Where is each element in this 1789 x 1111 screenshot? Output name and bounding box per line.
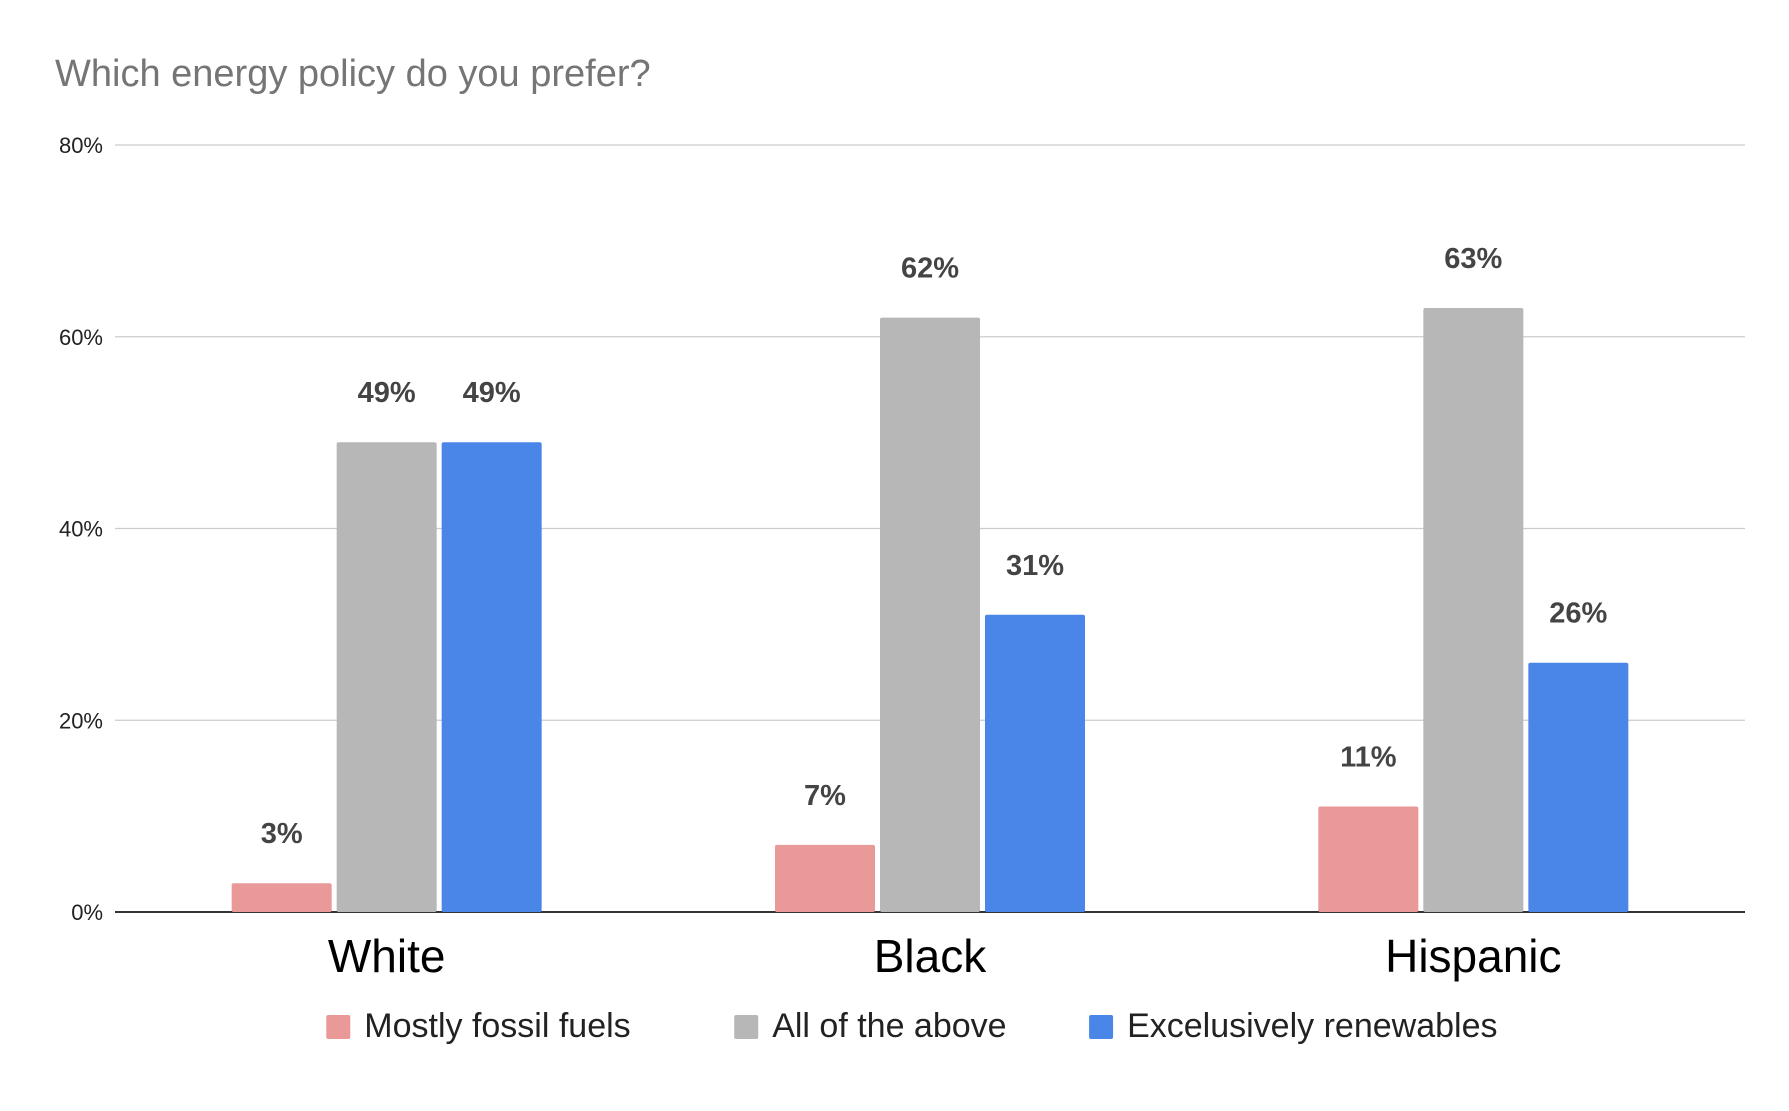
bar — [985, 614, 1085, 912]
bar — [1318, 806, 1419, 912]
x-tick-label: White — [328, 930, 446, 982]
bar — [880, 317, 980, 912]
x-tick-label: Black — [874, 930, 987, 982]
data-label: 49% — [463, 377, 521, 409]
y-tick-label: 60% — [59, 325, 103, 350]
data-label: 3% — [261, 818, 303, 850]
legend-item: Mostly fossil fuels — [326, 1007, 631, 1045]
bar — [1528, 662, 1629, 912]
legend-item: Excelusively renewables — [1089, 1007, 1497, 1045]
legend-label: All of the above — [772, 1007, 1006, 1045]
data-label: 11% — [1340, 742, 1397, 774]
x-tick-label: Hispanic — [1385, 930, 1561, 982]
y-tick-label: 20% — [59, 708, 103, 733]
legend-label: Excelusively renewables — [1127, 1007, 1497, 1045]
legend-swatch — [1089, 1015, 1114, 1039]
data-label: 26% — [1549, 598, 1607, 630]
legend: Mostly fossil fuels All of the above Excel… — [326, 1007, 1497, 1045]
bars — [231, 307, 1629, 912]
data-label: 62% — [901, 253, 959, 285]
x-axis-tick-labels: White Black Hispanic — [328, 930, 1562, 982]
data-label: 49% — [358, 377, 416, 409]
y-axis-tick-labels: 0% 20% 40% 60% 80% — [59, 133, 103, 925]
bar — [775, 844, 875, 912]
data-label: 7% — [804, 780, 846, 812]
data-label: 31% — [1006, 550, 1064, 582]
y-tick-label: 0% — [71, 900, 103, 925]
bar — [231, 883, 332, 912]
legend-swatch — [734, 1015, 759, 1039]
bar — [441, 442, 542, 912]
legend-label: Mostly fossil fuels — [364, 1007, 630, 1045]
chart-title: Which energy policy do you prefer? — [55, 53, 651, 95]
y-tick-label: 40% — [59, 517, 103, 542]
legend-swatch — [326, 1015, 351, 1039]
data-labels: 3% 49% 49% 7% 62% 31% 11% 63% 26% — [261, 243, 1608, 850]
y-tick-label: 80% — [59, 133, 103, 158]
data-label: 63% — [1444, 243, 1502, 275]
legend-item: All of the above — [734, 1007, 1007, 1045]
bar — [336, 442, 437, 912]
bar — [1423, 307, 1524, 912]
